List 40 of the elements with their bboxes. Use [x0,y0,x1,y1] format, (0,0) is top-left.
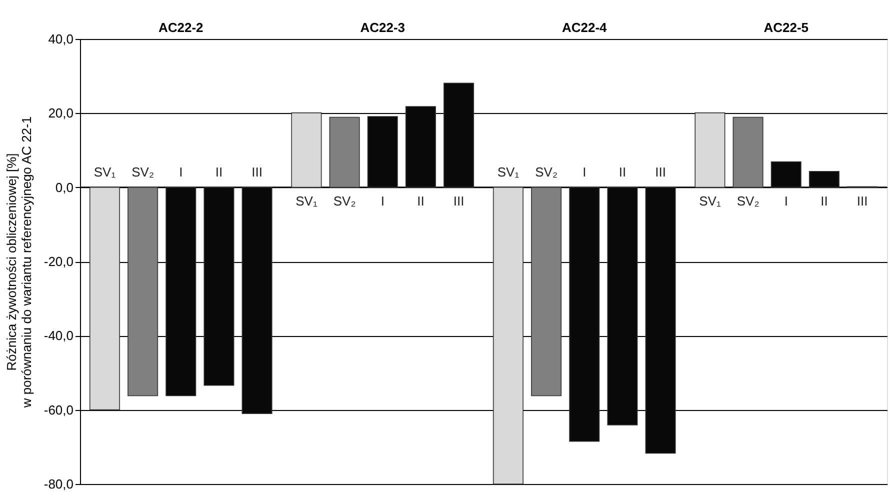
y-tick-label: -40,0 [44,328,74,344]
text: III [856,193,868,208]
text: SV₁ [699,193,721,208]
y-tick-label: 40,0 [48,32,74,46]
y-tick-label: -20,0 [44,254,74,269]
bar [492,186,524,484]
y-axis-title: Różnica żywotności obliczeniowej [%] w porównaniu do wariantu referencyjnego AC 22-1 [4,116,34,409]
text: SV₂ [736,193,760,208]
text: I [582,164,586,180]
y-tick-label: -80,0 [44,476,74,492]
text: II [820,193,828,208]
text: I [179,164,183,180]
x-tick-label: AC22-5 [764,20,809,35]
text: III [252,164,262,180]
y-tick-label: 20,0 [48,106,74,121]
series-label: II [417,193,424,208]
series-label: SV₁ [296,193,318,208]
bar [531,186,562,396]
y-tick-label: 0,0 [55,180,74,195]
text: SV₂ [132,164,154,180]
text: III [655,164,666,180]
x-tick-label: AC22-2 [158,20,204,35]
x-tick-label: AC22-3 [360,20,406,35]
x-tick-label: AC22-4 [562,20,608,35]
bar [128,186,158,396]
y-tick-label: -60,0 [44,402,74,418]
text: SV₁ [94,164,116,180]
text: SV₁ [497,164,520,180]
bar [329,116,360,188]
text: SV₂ [535,164,558,180]
bar [732,116,764,188]
text: II [618,164,626,180]
text: I [784,193,788,208]
bar [89,186,120,410]
series-label: I [380,193,384,208]
bar [694,112,726,188]
series-label: III [453,193,464,208]
series-label: SV₂ [333,193,356,208]
text: II [215,164,223,180]
bar [291,112,322,188]
